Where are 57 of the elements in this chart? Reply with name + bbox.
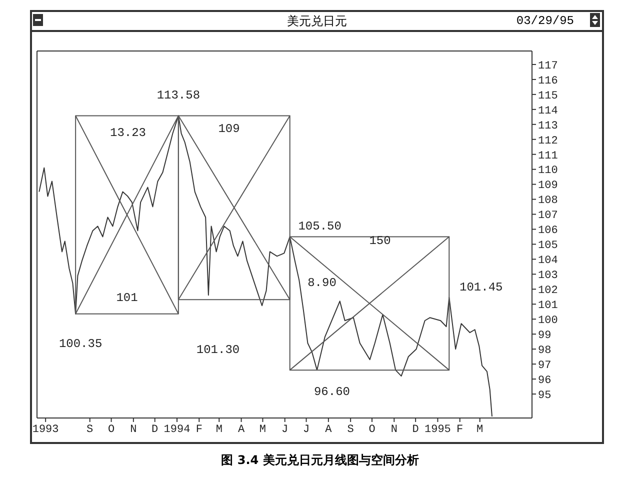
annotation: 100.35 <box>58 336 102 351</box>
x-tick-label: A <box>238 424 245 436</box>
x-tick-label: M <box>476 424 484 436</box>
annotation: 101.45 <box>460 280 503 294</box>
y-tick-label: 98 <box>538 345 552 357</box>
x-tick-label: J <box>302 424 310 436</box>
x-tick-label: D <box>412 424 420 436</box>
x-tick-label: N <box>390 424 398 436</box>
y-tick-label: 115 <box>538 90 558 102</box>
y-tick-label: 105 <box>538 240 558 252</box>
annotation: 109 <box>218 122 240 136</box>
y-tick-label: 107 <box>538 210 558 222</box>
x-tick-label: F <box>196 424 202 436</box>
annotation: 113.58 <box>156 88 200 103</box>
x-tick-label: D <box>152 424 159 436</box>
y-tick-label: 104 <box>538 255 558 268</box>
x-tick-label: O <box>108 424 115 436</box>
y-tick-label: 112 <box>538 135 558 148</box>
y-tick-label: 111 <box>538 150 558 162</box>
x-tick-label: M <box>216 424 222 436</box>
annotation: 105.50 <box>298 220 342 234</box>
y-tick-label: 114 <box>538 105 558 118</box>
x-tick-label: S <box>86 424 94 436</box>
annotation: 101 <box>116 291 138 305</box>
y-tick-label: 117 <box>538 60 558 72</box>
annotation: 96.60 <box>314 385 350 400</box>
x-tick-label: 1995 <box>424 424 451 436</box>
chart-subtitle: 03/29/95 <box>516 14 574 28</box>
x-tick-label: S <box>347 424 354 436</box>
y-tick-label: 116 <box>538 75 558 88</box>
x-tick-label: 1994 <box>164 424 191 436</box>
y-tick-label: 103 <box>538 270 558 282</box>
x-tick-label: O <box>368 424 376 436</box>
caption: 图 3.4 美元兑日元月线图与空间分析 <box>220 452 420 469</box>
y-tick-label: 101 <box>538 300 558 312</box>
x-tick-label: J <box>282 424 288 436</box>
y-tick-label: 97 <box>538 360 552 372</box>
y-tick-label: 108 <box>538 195 558 208</box>
y-tick-label: 110 <box>538 165 558 178</box>
x-tick-label: M <box>259 424 266 436</box>
y-tick-label: 100 <box>538 315 558 328</box>
y-tick-label: 99 <box>538 330 552 342</box>
chart-title: 美元兑日元 <box>287 14 347 28</box>
x-tick-label: F <box>456 424 464 436</box>
x-tick-label: N <box>130 424 137 436</box>
y-tick-label: 109 <box>538 180 558 192</box>
y-tick-label: 106 <box>538 225 558 238</box>
y-tick-label: 102 <box>538 285 558 298</box>
y-tick-label: 95 <box>538 390 552 402</box>
x-tick-label: A <box>325 424 332 436</box>
y-tick-label: 96 <box>538 374 552 387</box>
annotation: 13.23 <box>110 126 146 140</box>
annotation: 101.30 <box>196 343 240 357</box>
annotation: 150 <box>369 234 391 248</box>
annotation: 8.90 <box>308 276 336 290</box>
x-tick-label: 1993 <box>32 424 59 436</box>
y-tick-label: 113 <box>538 120 558 132</box>
